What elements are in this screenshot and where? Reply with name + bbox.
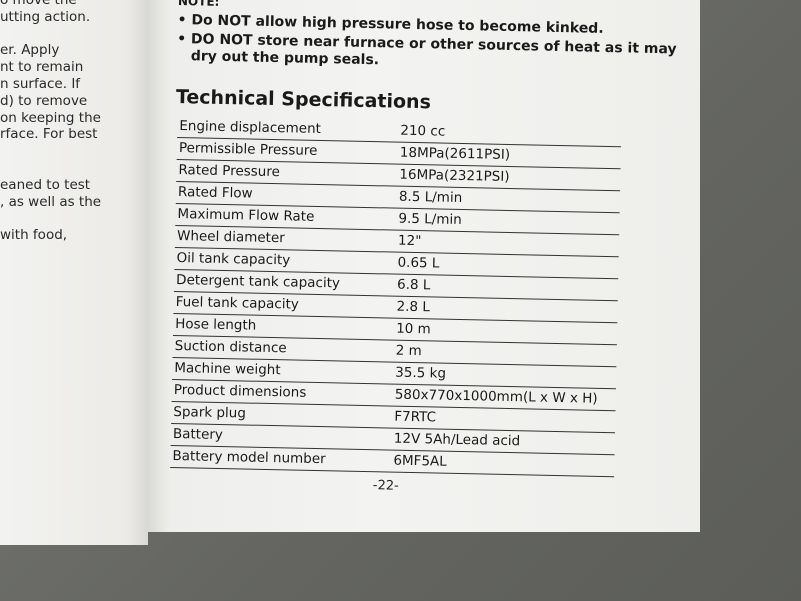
spec-name: Suction distance (174, 338, 287, 357)
page-number: -22- (372, 478, 399, 494)
left-page-line: n surface. If (0, 76, 81, 92)
left-page-line: with food, (0, 227, 68, 244)
left-page-line: nt to remain (0, 59, 84, 76)
left-page-line: on keeping the (0, 109, 101, 126)
spec-name: Engine displacement (179, 118, 322, 138)
spec-name: Maximum Flow Rate (177, 206, 315, 225)
spec-value: 9.5 L/min (398, 210, 462, 228)
left-page-line: d) to remove (0, 92, 88, 109)
left-page-line: rface. For best (0, 126, 98, 143)
left-page-line: er. Apply (0, 42, 60, 59)
spec-name: Detergent tank capacity (175, 272, 341, 292)
spec-value: 6.8 L (396, 276, 431, 294)
spec-name: Battery (172, 425, 224, 444)
spec-value: 12" (397, 232, 422, 250)
spec-name: Product dimensions (173, 382, 307, 401)
left-page-line: o move the (0, 0, 77, 8)
spec-name: Permissible Pressure (178, 140, 318, 159)
spec-name: Rated Pressure (178, 162, 281, 181)
spec-name: Wheel diameter (176, 228, 285, 247)
right-page: NOTE: • Do NOT allow high pressure hose … (148, 0, 700, 532)
spec-value: 6MF5AL (393, 452, 447, 470)
spec-name: Machine weight (174, 360, 281, 379)
spec-name: Rated Flow (177, 184, 253, 202)
spec-value: 16MPa(2321PSI) (399, 166, 510, 185)
note-bullet-continuation: dry out the pump seals. (190, 48, 380, 69)
spec-value: 580x770x1000mm(L x W x H) (394, 386, 598, 407)
spec-table: Engine displacement 210 cc Permissible Pre… (170, 116, 622, 478)
spec-name: Battery model number (172, 447, 326, 468)
spec-value: 35.5 kg (395, 364, 447, 382)
spec-name: Spark plug (173, 403, 247, 422)
spec-value: 210 cc (400, 122, 446, 140)
spec-value: 2 m (395, 342, 422, 360)
spec-value: 12V 5Ah/Lead acid (393, 430, 521, 450)
spec-value: 18MPa(2611PSI) (399, 144, 511, 163)
spec-value: 2.8 L (396, 298, 431, 316)
left-page-line: utting action. (0, 8, 91, 25)
spec-value: 8.5 L/min (398, 188, 463, 206)
spec-name: Oil tank capacity (176, 250, 291, 269)
left-page: o move the utting action. er. Apply nt to r… (0, 0, 148, 545)
left-page-line: eaned to test (0, 176, 91, 193)
left-page-line: , as well as the (0, 193, 102, 210)
spec-value: F7RTC (394, 408, 437, 426)
section-title: Technical Specifications (175, 85, 432, 114)
spec-name: Hose length (175, 316, 257, 334)
spec-name: Fuel tank capacity (175, 294, 299, 313)
spec-value: 0.65 L (397, 254, 440, 272)
note-label: NOTE: (177, 0, 220, 9)
spec-value: 10 m (395, 320, 431, 338)
